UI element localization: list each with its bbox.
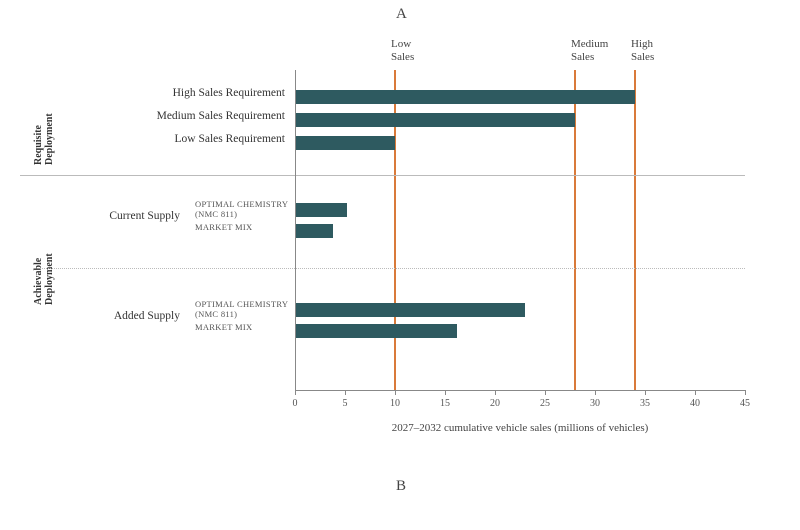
section-divider-dotted <box>40 268 745 269</box>
group-label-current-supply: Current Supply <box>50 210 180 222</box>
x-tick-label: 10 <box>390 398 400 409</box>
x-tick <box>545 390 546 395</box>
x-tick <box>395 390 396 395</box>
bar-label: Low Sales Requirement <box>60 133 285 145</box>
reference-line <box>634 70 636 390</box>
x-tick-label: 5 <box>343 398 348 409</box>
bar-sublabel: OPTIMAL CHEMISTRY (NMC 811) <box>195 199 290 219</box>
bar-sublabel: MARKET MIX <box>195 322 290 332</box>
x-tick <box>695 390 696 395</box>
bar <box>295 203 347 217</box>
section-divider-main <box>20 175 745 176</box>
reference-line-label: Low Sales <box>391 38 414 64</box>
x-tick-label: 0 <box>293 398 298 409</box>
bar <box>295 90 635 104</box>
x-tick <box>345 390 346 395</box>
x-tick-label: 35 <box>640 398 650 409</box>
bar <box>295 113 575 127</box>
section-label-achievable: Achievable Deployment <box>33 253 55 305</box>
x-tick-label: 45 <box>740 398 750 409</box>
x-tick <box>445 390 446 395</box>
section-label-requisite: Requisite Deployment <box>33 113 55 165</box>
x-tick <box>295 390 296 395</box>
reference-line-label: High Sales <box>631 38 654 64</box>
x-tick <box>745 390 746 395</box>
x-tick <box>595 390 596 395</box>
x-tick <box>495 390 496 395</box>
x-tick-label: 40 <box>690 398 700 409</box>
chart-canvas: A Low SalesMedium SalesHigh Sales Requis… <box>0 0 800 530</box>
bar <box>295 224 333 238</box>
bar <box>295 136 395 150</box>
x-tick <box>645 390 646 395</box>
x-tick-label: 25 <box>540 398 550 409</box>
chart-a: Low Sales Medium Sales High Sales Requisit… <box>0 0 800 470</box>
x-axis-title: 2027–2032 cumulative vehicle sales (mill… <box>295 422 745 434</box>
x-axis <box>295 390 745 391</box>
x-tick-label: 20 <box>490 398 500 409</box>
bar <box>295 324 457 338</box>
panel-b-label: B <box>396 478 406 495</box>
x-tick-label: 15 <box>440 398 450 409</box>
reference-line-label: Medium Sales <box>571 38 608 64</box>
y-axis <box>295 70 296 390</box>
bar-label: Medium Sales Requirement <box>60 110 285 122</box>
bar-sublabel: OPTIMAL CHEMISTRY (NMC 811) <box>195 299 290 319</box>
group-label-added-supply: Added Supply <box>50 310 180 322</box>
section-label-requisite-text: Requisite Deployment <box>33 113 55 165</box>
bar-sublabel: MARKET MIX <box>195 222 290 232</box>
x-tick-label: 30 <box>590 398 600 409</box>
bar-label: High Sales Requirement <box>60 87 285 99</box>
bar <box>295 303 525 317</box>
section-label-achievable-text: Achievable Deployment <box>33 253 55 305</box>
